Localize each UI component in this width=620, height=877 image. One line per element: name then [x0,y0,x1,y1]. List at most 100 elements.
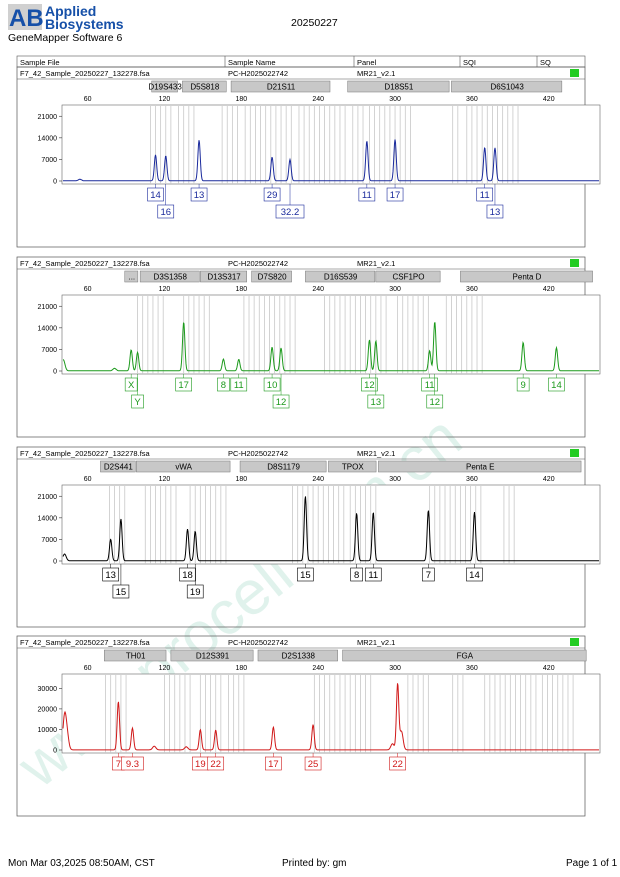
marker-label: ... [128,273,135,282]
marker-d19s433 [151,80,178,93]
x-tick-label: 300 [389,665,401,672]
marker-label: TPOX [342,463,364,472]
x-tick-label: 60 [84,96,92,103]
allele-call-box [358,187,376,202]
allele-call-label: X [128,380,135,391]
allele-call-box [207,756,225,771]
panel-panel-name: MR21_v2.1 [357,449,395,458]
allele-call-label: 14 [551,380,562,391]
x-tick-label: 120 [159,286,171,293]
marker-d2s1338 [257,649,338,662]
x-tick-label: 360 [466,286,478,293]
allele-call-box [548,377,565,392]
x-tick-label: 180 [235,286,247,293]
allele-call-label: Y [134,397,141,408]
allele-call-label: 17 [390,190,401,201]
y-tick-label: 30000 [38,686,58,693]
allele-call-label: 14 [469,570,480,581]
sq-status-indicator [570,259,579,267]
allele-call-box [361,377,378,392]
panel-panel-name: MR21_v2.1 [357,69,395,78]
x-tick-label: 420 [543,96,555,103]
x-tick-label: 120 [159,96,171,103]
y-tick-label: 21000 [38,304,58,311]
marker-label: Penta E [466,463,494,472]
marker-label: D18S51 [384,83,413,92]
allele-call-label: 12 [429,397,440,408]
x-tick-label: 300 [389,476,401,483]
electropherogram-panel-red: F7_42_Sample_20250227_132278.fsa PC-H2025… [16,635,601,817]
allele-call-box [422,567,435,582]
allele-call-box [190,187,208,202]
allele-call-box [516,377,530,392]
marker-label: D6S1043 [490,83,524,92]
y-tick-label: 10000 [38,727,58,734]
x-tick-label: 240 [312,286,324,293]
marker-label: D5S818 [190,83,219,92]
marker-label: D2S441 [104,463,133,472]
x-tick-label: 360 [466,665,478,672]
column-header-sq: SQ [540,58,551,67]
allele-call-label: 15 [116,587,127,598]
allele-call-box [230,377,248,392]
allele-call-box [112,584,130,599]
marker-d6s1043 [451,80,563,93]
x-tick-label: 240 [312,665,324,672]
x-tick-label: 60 [84,476,92,483]
panel-sample-name: PC-H2025022742 [228,69,288,78]
allele-call-label: 11 [362,190,372,201]
allele-call-label: 29 [267,190,278,201]
y-tick-label: 0 [53,559,57,566]
x-tick-label: 180 [235,665,247,672]
allele-call-box [131,394,144,409]
marker-d3s1358 [139,270,200,283]
column-header-bar [16,55,586,68]
x-tick-label: 300 [389,286,401,293]
column-header-sample-file: Sample File [20,58,60,67]
allele-call-label: 10 [267,380,278,391]
signal-trace-blue [63,139,599,182]
allele-call-label: 32.2 [281,207,300,218]
x-tick-label: 360 [466,476,478,483]
allele-call-box [265,756,282,771]
marker-label: D21S11 [267,83,296,92]
marker-label: D2S1338 [282,652,316,661]
allele-call-label: 17 [268,759,279,770]
allele-call-label: 17 [178,380,189,391]
allele-call-label: 9.3 [126,759,139,770]
panel-sample-file: F7_42_Sample_20250227_132278.fsa [20,259,151,268]
panel-sample-file: F7_42_Sample_20250227_132278.fsa [20,449,151,458]
marker-d13s317 [200,270,247,283]
software-name: GeneMapper Software 6 [8,32,123,44]
allele-call-label: 12 [364,380,375,391]
marker-th01 [104,649,167,662]
allele-call-box [426,394,444,409]
signal-trace-red [62,683,599,751]
allele-call-label: 19 [195,759,206,770]
x-tick-label: 360 [466,96,478,103]
marker-vwa [136,460,231,473]
allele-call-box [124,377,138,392]
marker-d5s818 [182,80,227,93]
panel-sample-file: F7_42_Sample_20250227_132278.fsa [20,638,151,647]
allele-call-label: 8 [354,570,359,581]
allele-call-box [421,377,438,392]
marker-d21s11 [230,80,331,93]
x-tick-label: 120 [159,665,171,672]
logo-mark-bg [8,4,42,30]
brand-line-2: Biosystems [45,16,124,32]
marker-label: D13S317 [207,273,241,282]
allele-call-box [275,204,305,219]
plot-area [61,294,601,375]
allele-call-label: 14 [150,190,161,201]
electropherogram-panel-black: F7_42_Sample_20250227_132278.fsa PC-H2025… [16,446,601,628]
marker-d2s441 [100,460,136,473]
allele-call-label: 11 [368,570,378,581]
x-tick-label: 120 [159,476,171,483]
panel-sample-name: PC-H2025022742 [228,259,288,268]
y-tick-label: 20000 [38,706,58,713]
allele-call-label: 25 [308,759,319,770]
allele-call-box [272,394,290,409]
allele-call-box [102,567,119,582]
plot-area [61,673,601,754]
